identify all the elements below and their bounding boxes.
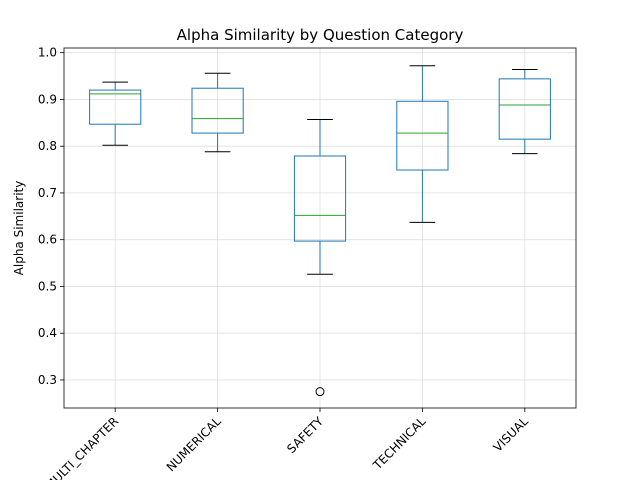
y-tick-label: 0.9	[38, 92, 57, 106]
iqr-box	[89, 89, 142, 125]
box-visual	[498, 69, 551, 155]
x-tick-label: TECHNICAL	[370, 414, 429, 473]
x-tick-label: VISUAL	[491, 414, 532, 455]
y-tick-label: 0.3	[38, 373, 57, 387]
iqr-box	[191, 87, 244, 134]
y-tick-label: 0.6	[38, 233, 57, 247]
x-tick-label: MULTI_CHAPTER	[43, 414, 122, 480]
chart-title: Alpha Similarity by Question Category	[177, 26, 464, 44]
outlier-point	[315, 387, 325, 397]
y-tick-label: 0.7	[38, 186, 57, 200]
axes	[60, 47, 577, 412]
plot-frame	[63, 47, 577, 409]
box-multi_chapter	[89, 81, 142, 146]
box-numerical	[191, 72, 244, 153]
x-tick-label: SAFETY	[284, 414, 326, 456]
y-tick-label: 1.0	[38, 46, 57, 60]
y-tick-label: 0.4	[38, 326, 57, 340]
iqr-box	[498, 78, 551, 140]
iqr-box	[293, 155, 347, 242]
x-tick-label: NUMERICAL	[164, 414, 224, 474]
y-axis-label: Alpha Similarity	[12, 181, 26, 276]
y-tick-label: 0.8	[38, 139, 57, 153]
y-tick-label: 0.5	[38, 279, 57, 293]
tick-labels: 0.3 0.4 0.5 0.6 0.7 0.8 0.9 1.0 MULTI_CHAPTER NUM…	[38, 46, 531, 480]
iqr-box	[396, 100, 449, 171]
box-technical	[396, 65, 449, 223]
box-safety	[293, 119, 347, 397]
boxes	[89, 65, 551, 397]
